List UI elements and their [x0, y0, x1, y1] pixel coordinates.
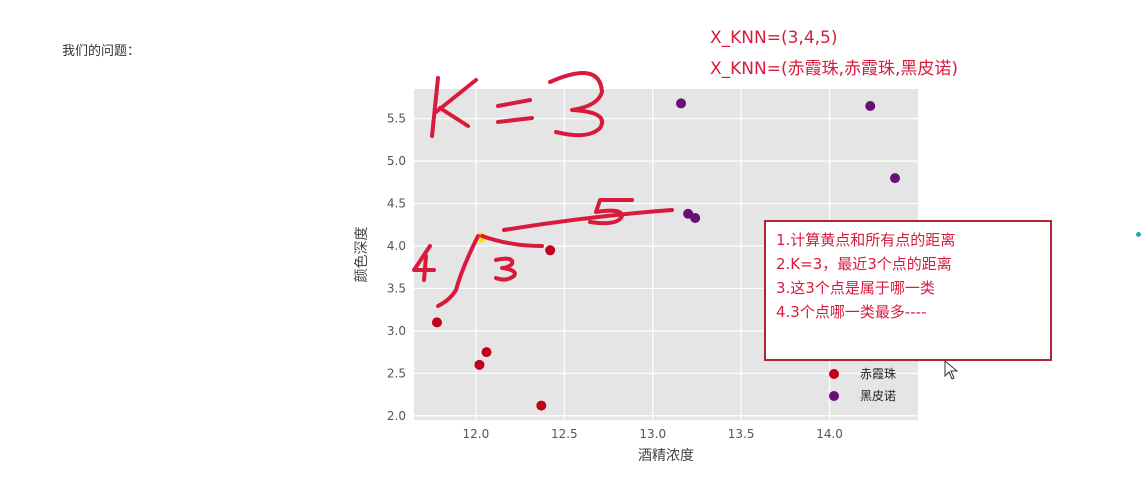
step-4: 4.3个点哪一类最多---- — [776, 303, 927, 321]
data-point — [536, 400, 547, 411]
y-tick-label: 5.0 — [387, 154, 406, 168]
data-point — [865, 100, 876, 111]
handwritten-annotations — [412, 71, 674, 308]
y-tick-label: 4.0 — [387, 239, 406, 253]
legend-marker — [829, 391, 839, 401]
data-point — [431, 317, 442, 328]
data-point — [481, 347, 492, 358]
line-to-nearest-5 — [502, 208, 674, 232]
line-to-nearest-4 — [436, 234, 480, 308]
legend-label: 黑皮诺 — [860, 389, 896, 403]
label-five — [588, 198, 634, 226]
legend-label: 赤霞珠 — [860, 367, 896, 381]
question-label: 我们的问题： — [62, 44, 141, 59]
k-text-three — [548, 71, 604, 138]
x-tick-label: 13.0 — [639, 427, 666, 441]
x-tick-label: 14.0 — [816, 427, 843, 441]
label-three — [494, 256, 517, 282]
x-axis-ticks: 12.0 12.5 13.0 13.5 14.0 — [463, 427, 843, 441]
step-2: 2.K=3，最近3个点的距离 — [776, 255, 952, 273]
data-point — [545, 245, 556, 256]
y-tick-label: 3.5 — [387, 281, 406, 295]
data-point — [676, 98, 687, 109]
data-point — [474, 359, 485, 370]
x-tick-label: 13.5 — [728, 427, 755, 441]
label-four — [412, 244, 436, 282]
knn-distances-text: X_KNN=(3,4,5) — [710, 28, 838, 48]
x-tick-label: 12.0 — [463, 427, 490, 441]
step-1: 1.计算黄点和所有点的距离 — [776, 231, 956, 249]
data-points — [431, 98, 901, 411]
k-text-equals — [496, 98, 534, 124]
data-point — [890, 173, 901, 184]
data-point — [690, 213, 701, 224]
y-tick-label: 3.0 — [387, 324, 406, 338]
steps-note-box: 1.计算黄点和所有点的距离 2.K=3，最近3个点的距离 3.这3个点是属于哪一… — [764, 220, 1052, 361]
y-axis-title: 颜色深度 — [353, 227, 370, 283]
y-tick-label: 2.0 — [387, 409, 406, 423]
x-axis-title: 酒精浓度 — [638, 448, 694, 464]
line-to-nearest-3 — [480, 234, 544, 248]
legend-marker — [829, 369, 839, 379]
y-axis-ticks: 2.0 2.5 3.0 3.5 4.0 4.5 5.0 5.5 — [387, 112, 406, 423]
y-tick-label: 2.5 — [387, 366, 406, 380]
step-3: 3.这3个点是属于哪一类 — [776, 279, 935, 297]
y-tick-label: 4.5 — [387, 197, 406, 211]
knn-classes-text: X_KNN=(赤霞珠,赤霞珠,黑皮诺) — [710, 59, 959, 79]
y-tick-label: 5.5 — [387, 112, 406, 126]
mouse-cursor-icon — [944, 360, 959, 380]
edge-dot-icon — [1136, 232, 1141, 237]
k-text-k-stroke — [430, 76, 478, 138]
x-tick-label: 12.5 — [551, 427, 578, 441]
